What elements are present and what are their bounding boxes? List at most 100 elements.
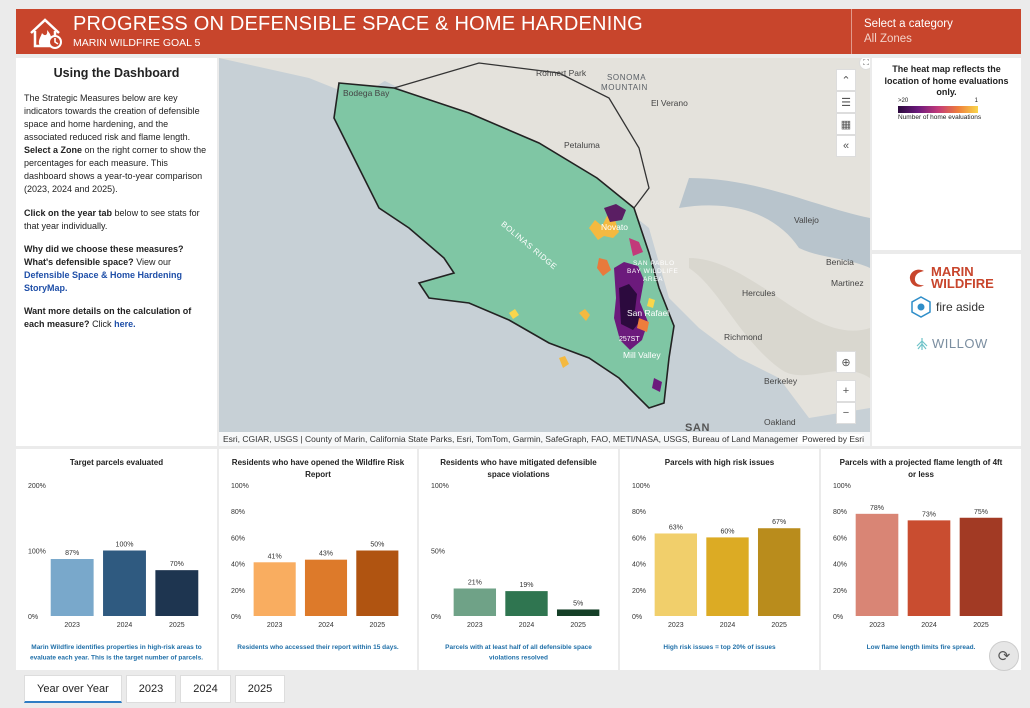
map-view[interactable]: Rohnert Park SONOMA MOUNTAIN Bodega Bay … xyxy=(219,58,870,446)
chart-flame-length: Parcels with a projected flame length of… xyxy=(821,449,1021,670)
zoom-in-button[interactable]: + xyxy=(836,380,856,402)
y-tick-label: 100% xyxy=(431,483,449,490)
chart-footnote: Low flame length limits fire spread. xyxy=(867,644,976,651)
data-label: 100% xyxy=(116,542,134,549)
map-label-mountain: MOUNTAIN xyxy=(601,83,648,92)
chart-title: Parcels with a projected flame length of… xyxy=(840,458,1003,467)
chart-footnote: evaluate each year. This is the target n… xyxy=(30,655,203,662)
heatmap-gradient xyxy=(898,106,978,113)
category-selector-label[interactable]: Select a category xyxy=(864,18,953,30)
map-label-san: SAN xyxy=(685,422,711,434)
chart-opened-report: Residents who have opened the Wildfire R… xyxy=(219,449,417,670)
tab-2025[interactable]: 2025 xyxy=(234,675,286,703)
data-label: 43% xyxy=(319,551,333,558)
x-tick-label: 2023 xyxy=(467,622,483,629)
map-label-hercules: Hercules xyxy=(742,288,776,298)
y-tick-label: 0% xyxy=(28,614,38,621)
tab-year-over-year[interactable]: Year over Year xyxy=(24,675,122,703)
map-label-oakland: Oakland xyxy=(764,417,796,427)
x-tick-label: 2025 xyxy=(771,622,787,629)
intro-p1-bold: Select a Zone xyxy=(24,145,83,156)
data-label: 87% xyxy=(65,550,79,557)
powered-by-esri[interactable]: Powered by Esri xyxy=(798,434,864,444)
y-tick-label: 100% xyxy=(632,483,650,490)
map-label-san-rafael: San Rafael xyxy=(627,308,670,318)
collapse-up-icon[interactable]: ⌃ xyxy=(836,69,856,91)
house-fire-icon xyxy=(30,18,62,49)
chart-title: space violations xyxy=(487,470,550,479)
map-label-sonoma: SONOMA xyxy=(607,73,647,82)
y-tick-label: 20% xyxy=(632,588,646,595)
x-tick-label: 2025 xyxy=(370,622,386,629)
data-label: 67% xyxy=(772,519,786,526)
intro-paragraph-2: Click on the year tab below to see stats… xyxy=(24,207,209,233)
willow-icon xyxy=(916,337,928,350)
chart-target-parcels: Target parcels evaluated 200% 100% 0% 87% 202… xyxy=(16,449,217,670)
x-tick-label: 2023 xyxy=(64,622,80,629)
data-label: 78% xyxy=(870,505,884,512)
chart-title: Parcels with high risk issues xyxy=(665,458,775,467)
category-selector-value[interactable]: All Zones xyxy=(864,33,912,45)
zoom-out-button[interactable]: − xyxy=(836,402,856,424)
chart-high-risk: Parcels with high risk issues 100% 80% 60% 4… xyxy=(620,449,819,670)
fire-aside-logo: fire aside xyxy=(910,296,985,318)
bar xyxy=(50,559,94,616)
refresh-icon[interactable]: ⟳ xyxy=(989,641,1019,671)
chart-mitigated-violations: Residents who have mitigated defensible s… xyxy=(419,449,618,670)
locate-icon[interactable]: ⊕ xyxy=(836,351,856,373)
y-tick-label: 20% xyxy=(833,588,847,595)
x-tick-label: 2023 xyxy=(869,622,885,629)
chart-title: Residents who have opened the Wildfire R… xyxy=(232,458,405,467)
logo-text-fire-aside: fire aside xyxy=(936,300,985,314)
intro-paragraph-4: Want more details on the calculation of … xyxy=(24,305,209,331)
page-title: PROGRESS ON DEFENSIBLE SPACE & HOME HARD… xyxy=(73,13,643,35)
logo-text-marin: MARIN xyxy=(931,264,974,279)
map-attribution: Esri, CGIAR, USGS | County of Marin, Cal… xyxy=(219,432,870,446)
x-tick-label: 2024 xyxy=(720,622,736,629)
calculation-details-link[interactable]: here. xyxy=(114,318,136,329)
y-tick-label: 60% xyxy=(632,535,646,542)
map-label-el-verano: El Verano xyxy=(651,98,688,108)
divider xyxy=(851,9,852,54)
chart-footnote: High risk issues = top 20% of issues xyxy=(663,644,776,651)
bar xyxy=(706,537,749,616)
attribution-text: Esri, CGIAR, USGS | County of Marin, Cal… xyxy=(223,434,815,444)
chart-title: Report xyxy=(305,470,331,479)
bar xyxy=(356,550,399,616)
intro-paragraph-3: Why did we choose these measures? What's… xyxy=(24,243,209,295)
layer-list-icon[interactable]: ☰ xyxy=(836,91,856,113)
y-tick-label: 0% xyxy=(833,614,843,621)
data-label: 63% xyxy=(669,524,683,531)
intro-p3-bold: Why did we choose these measures? What's… xyxy=(24,243,184,267)
legend-tick-high: >20 xyxy=(898,98,909,104)
y-tick-label: 80% xyxy=(833,509,847,516)
y-tick-label: 60% xyxy=(833,535,847,542)
basemap-gallery-icon[interactable]: ▦ xyxy=(836,113,856,135)
intro-p3-text: View our xyxy=(136,256,172,267)
bar xyxy=(654,533,698,616)
bar xyxy=(855,513,899,616)
y-tick-label: 40% xyxy=(833,562,847,569)
chart-footnote: Parcels with at least half of all defens… xyxy=(445,644,592,651)
data-label: 50% xyxy=(370,542,384,549)
year-tabs: Year over Year 2023 2024 2025 xyxy=(24,675,286,703)
x-tick-label: 2023 xyxy=(267,622,283,629)
bar xyxy=(304,559,348,616)
legend-tick-low: 1 xyxy=(974,98,978,104)
y-tick-label: 100% xyxy=(28,549,46,556)
data-label: 70% xyxy=(170,561,184,568)
x-tick-label: 2024 xyxy=(318,622,334,629)
tab-2023[interactable]: 2023 xyxy=(125,675,177,703)
bar xyxy=(453,588,497,616)
bar xyxy=(103,550,146,616)
header-bar: PROGRESS ON DEFENSIBLE SPACE & HOME HARD… xyxy=(16,9,1021,54)
tab-2024[interactable]: 2024 xyxy=(180,675,231,703)
storymap-link[interactable]: Defensible Space & Home Hardening StoryM… xyxy=(24,269,183,293)
marin-wildfire-logo: MARIN WILDFIRE xyxy=(907,264,994,291)
y-tick-label: 50% xyxy=(431,549,445,556)
collapse-left-icon[interactable]: « xyxy=(836,135,856,157)
map-label-road: 257ST xyxy=(619,336,640,343)
bar xyxy=(959,517,1003,616)
logo-text-willow: WILLOW xyxy=(932,336,988,351)
fullscreen-icon[interactable]: ⛶ xyxy=(859,58,870,70)
